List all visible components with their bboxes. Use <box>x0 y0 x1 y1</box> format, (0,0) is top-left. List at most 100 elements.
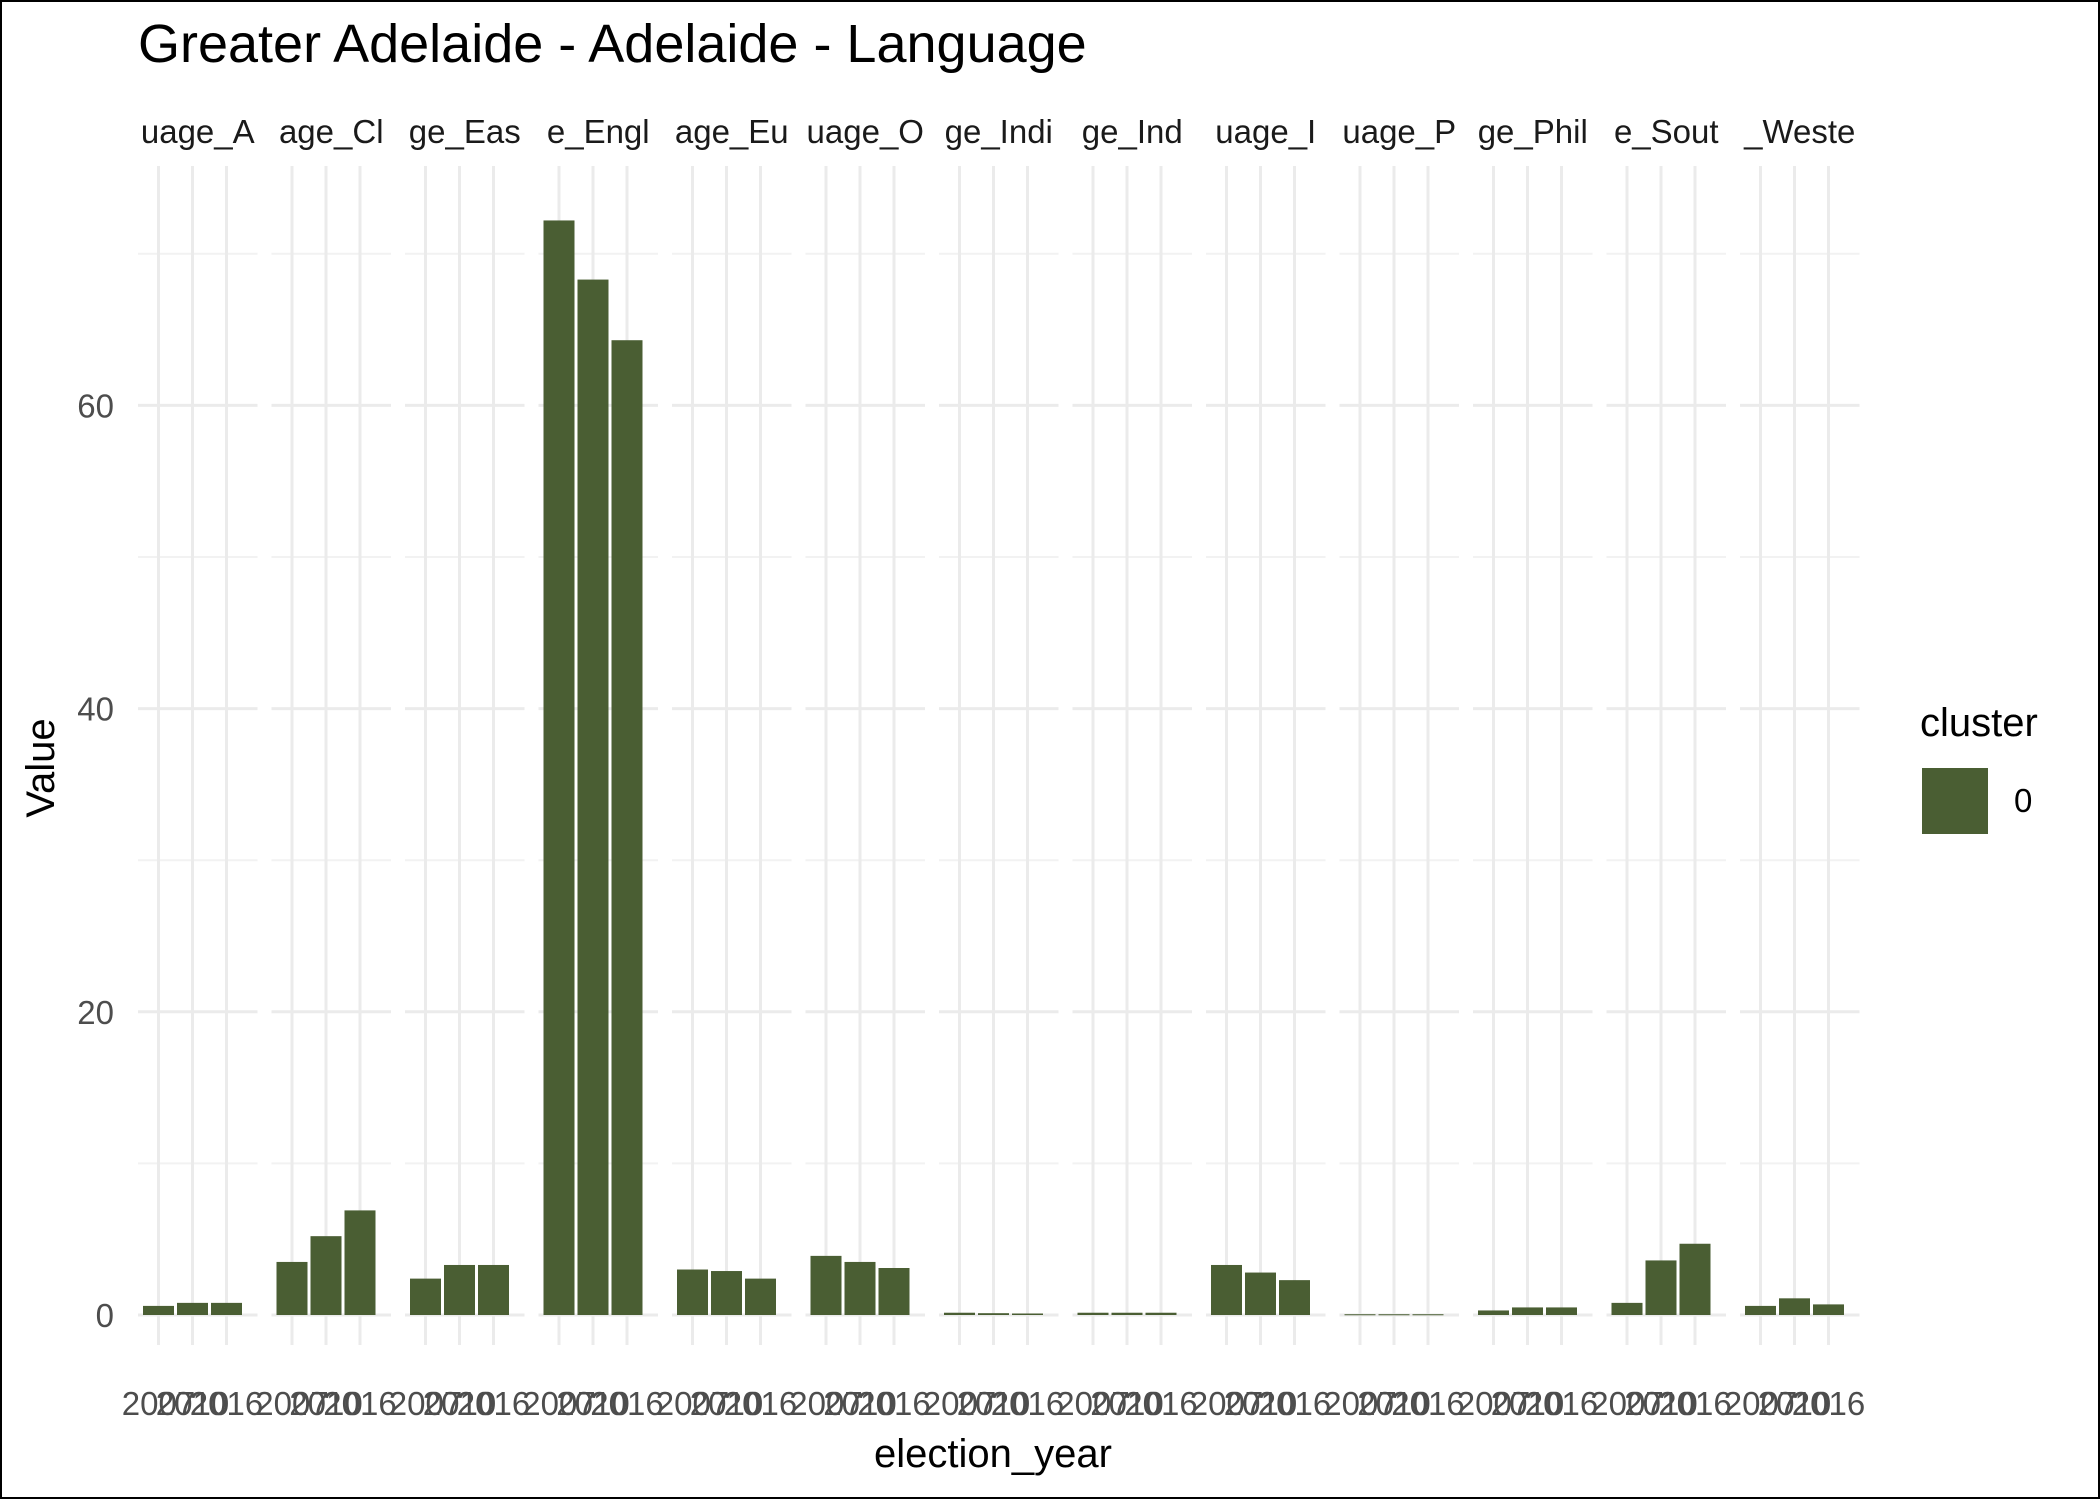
x-tick-label: 2007 <box>656 1385 729 1422</box>
bar-uage_I-2010 <box>1245 1272 1276 1315</box>
legend-key-0 <box>1922 768 1988 834</box>
bar-uage_I-2007 <box>1211 1264 1242 1315</box>
bar-uage_O-2007 <box>810 1255 842 1315</box>
bar-e_Engl-2016 <box>611 340 643 1315</box>
x-tick-label: 2007 <box>1457 1385 1530 1422</box>
bar-age_Eu-2010 <box>711 1271 742 1315</box>
x-tick-label: 2010 <box>957 1385 1030 1422</box>
x-tick-label: 2016 <box>590 1385 663 1422</box>
x-tick-label: 2010 <box>1491 1385 1564 1422</box>
bar-ge_Eas-2007 <box>410 1278 441 1315</box>
bar-e_Engl-2010 <box>577 279 609 1315</box>
bar-age_Eu-2016 <box>745 1278 776 1315</box>
x-tick-label: 2007 <box>389 1385 462 1422</box>
x-tick-label: 2016 <box>1124 1385 1197 1422</box>
x-tick-label: 2007 <box>522 1385 595 1422</box>
facet-strip-label: ge_Indi <box>945 113 1053 150</box>
bar-ge_Indi-2016 <box>1012 1313 1043 1315</box>
legend-title: cluster <box>1920 701 2038 745</box>
bar-ge_Phil-2007 <box>1478 1310 1509 1315</box>
legend-label-0: 0 <box>2014 782 2032 819</box>
x-tick-label: 2010 <box>556 1385 629 1422</box>
x-tick-label: 2016 <box>1258 1385 1331 1422</box>
bar-age_Eu-2007 <box>677 1269 708 1315</box>
x-tick-label: 2007 <box>255 1385 328 1422</box>
bar-e_Sout-2016 <box>1679 1243 1711 1315</box>
x-tick-label: 2010 <box>1224 1385 1297 1422</box>
bar-ge_Indi-2007 <box>944 1312 975 1315</box>
x-tick-label: 2010 <box>823 1385 896 1422</box>
facet-strip-label: ge_Phil <box>1478 113 1588 150</box>
x-tick-label: 2016 <box>991 1385 1064 1422</box>
bar-ge_Eas-2016 <box>478 1264 509 1315</box>
facet-strip-label: uage_A <box>141 113 255 150</box>
bar-ge_Phil-2016 <box>1546 1307 1577 1315</box>
facet-strip-label: ge_Eas <box>409 113 521 150</box>
x-tick-label: 2016 <box>1658 1385 1731 1422</box>
bar-uage_A-2007 <box>143 1305 174 1315</box>
x-tick-label: 2010 <box>1758 1385 1831 1422</box>
y-tick-label: 60 <box>77 387 114 424</box>
x-tick-label: 2007 <box>1190 1385 1263 1422</box>
bar-_Weste-2010 <box>1779 1298 1810 1315</box>
x-tick-label: 2016 <box>323 1385 396 1422</box>
bar-_Weste-2016 <box>1813 1304 1844 1315</box>
facet-strip-label: uage_I <box>1215 113 1316 150</box>
x-tick-label: 2010 <box>690 1385 763 1422</box>
bar-ge_Eas-2010 <box>444 1264 475 1315</box>
facet-strip-label: uage_P <box>1342 113 1456 150</box>
bar-e_Engl-2007 <box>543 220 575 1315</box>
x-tick-label: 2016 <box>857 1385 930 1422</box>
bar-uage_P-2016 <box>1412 1314 1444 1316</box>
y-tick-label: 40 <box>77 691 114 728</box>
chart-title: Greater Adelaide - Adelaide - Language <box>138 14 1087 74</box>
x-tick-label: 2016 <box>1525 1385 1598 1422</box>
x-tick-label: 2010 <box>1624 1385 1697 1422</box>
facet-strip-label: e_Engl <box>547 113 650 150</box>
facet-strip-label: ge_Ind <box>1082 113 1183 150</box>
facet-strip-label: age_Cl <box>279 113 384 150</box>
x-tick-label: 2016 <box>1792 1385 1865 1422</box>
bar-uage_P-2007 <box>1344 1314 1376 1316</box>
x-axis-ticks: 2007201020162007201020162007201020162007… <box>122 1385 1865 1422</box>
bar-e_Sout-2010 <box>1645 1260 1677 1315</box>
bar-ge_Ind-2007 <box>1077 1312 1109 1315</box>
x-tick-label: 2007 <box>1724 1385 1797 1422</box>
x-tick-label: 2010 <box>1357 1385 1430 1422</box>
bar-age_Cl-2016 <box>344 1210 376 1315</box>
x-tick-label: 2016 <box>190 1385 263 1422</box>
facet-strip-label: uage_O <box>807 113 924 150</box>
bar-ge_Ind-2010 <box>1111 1312 1143 1315</box>
bars-layer <box>143 220 1844 1316</box>
x-axis-title: election_year <box>874 1432 1112 1476</box>
bar-uage_A-2016 <box>211 1302 242 1315</box>
x-tick-label: 2007 <box>923 1385 996 1422</box>
bar-ge_Ind-2016 <box>1145 1312 1177 1315</box>
bar-uage_O-2010 <box>844 1261 876 1315</box>
x-tick-label: 2010 <box>1090 1385 1163 1422</box>
x-tick-label: 2007 <box>1056 1385 1129 1422</box>
y-axis-title: Value <box>19 718 63 817</box>
bar-age_Cl-2010 <box>310 1236 342 1315</box>
x-tick-label: 2007 <box>122 1385 195 1422</box>
x-tick-label: 2010 <box>289 1385 362 1422</box>
bar-e_Sout-2007 <box>1611 1302 1643 1315</box>
x-tick-label: 2016 <box>724 1385 797 1422</box>
bar-uage_P-2010 <box>1378 1314 1410 1316</box>
bar-ge_Indi-2010 <box>978 1313 1009 1315</box>
bar-uage_O-2016 <box>878 1268 910 1315</box>
y-tick-label: 20 <box>77 994 114 1031</box>
facet-strip-labels: uage_A age_Cl ge_Eas e_Engl age_Eu uage_O ge_I… <box>141 113 1856 150</box>
x-tick-label: 2010 <box>156 1385 229 1422</box>
y-tick-label: 0 <box>96 1297 114 1334</box>
legend: cluster 0 <box>1920 701 2038 834</box>
grid-layer <box>138 166 1860 1345</box>
x-tick-label: 2010 <box>423 1385 496 1422</box>
bar-_Weste-2007 <box>1745 1305 1776 1315</box>
facet-strip-label: e_Sout <box>1614 113 1719 150</box>
x-tick-label: 2007 <box>1590 1385 1663 1422</box>
y-axis-ticks: 0 20 40 60 <box>77 387 114 1334</box>
x-tick-label: 2016 <box>1391 1385 1464 1422</box>
facet-strip-label: age_Eu <box>675 113 789 150</box>
